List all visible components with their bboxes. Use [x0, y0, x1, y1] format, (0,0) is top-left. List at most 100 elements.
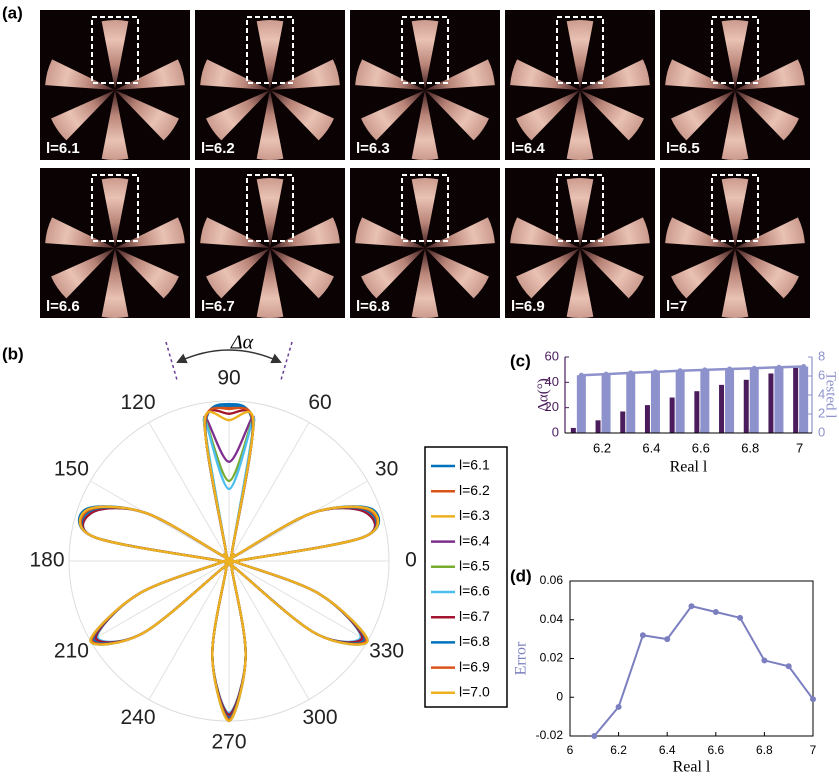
line-marker — [689, 603, 695, 609]
legend-label: l=6.4 — [459, 532, 490, 548]
grid-line — [149, 561, 229, 700]
line-marker — [752, 366, 757, 371]
y-axis-label: Error — [513, 641, 530, 675]
x-tick-label: 6.6 — [707, 743, 724, 757]
line-marker — [801, 364, 806, 369]
x-tick-label: 6.2 — [593, 440, 611, 455]
grid-line — [229, 481, 368, 561]
theta-tick-label: 210 — [54, 640, 89, 663]
line — [594, 606, 813, 736]
y-tick-label: -0.02 — [536, 728, 564, 742]
y-axis-label: Δα(°) — [535, 378, 551, 412]
legend-label: l=6.6 — [459, 583, 490, 599]
bar — [725, 369, 734, 433]
y2-tick-label: 8 — [818, 348, 825, 363]
x-tick-label: 6.6 — [692, 440, 710, 455]
bar — [620, 411, 625, 433]
bar — [651, 372, 660, 433]
bar — [596, 420, 601, 433]
bar — [694, 391, 699, 433]
line-marker — [737, 615, 743, 621]
line-marker — [604, 372, 609, 377]
image-tile: l=6.6 — [40, 168, 190, 318]
theta-tick-label: 120 — [120, 391, 155, 414]
y-tick-label: 60 — [545, 348, 559, 363]
image-label: l=6.8 — [356, 298, 390, 315]
bar — [750, 368, 759, 433]
legend-label: l=6.2 — [459, 482, 490, 498]
image-tile: l=6.7 — [195, 168, 345, 318]
image-tile: l=6.3 — [350, 10, 500, 160]
bar — [577, 375, 586, 433]
panel-label: (a) — [2, 3, 23, 22]
image-label: l=6.1 — [46, 140, 80, 157]
bar — [768, 373, 773, 433]
bar — [626, 373, 635, 433]
image-label: l=6.4 — [511, 140, 545, 157]
line-marker — [702, 367, 707, 372]
line-marker — [579, 373, 584, 378]
bar — [700, 370, 709, 433]
y-tick-label: 0 — [552, 424, 559, 439]
panel-label: (d) — [510, 566, 532, 585]
x-tick-label: 7 — [796, 440, 803, 455]
legend-label: l=6.3 — [459, 507, 490, 523]
line-marker — [616, 704, 622, 710]
x-tick-label: 6.4 — [659, 743, 676, 757]
x-tick-label: 7 — [810, 743, 817, 757]
image-label: l=7 — [666, 298, 687, 315]
image-label: l=6.3 — [356, 140, 390, 157]
legend-label: l=6.5 — [459, 558, 490, 574]
y-tick-label: 0.06 — [540, 573, 564, 587]
legend-label: l=6.8 — [459, 633, 490, 649]
bar — [799, 367, 808, 433]
y-tick-label: 0.04 — [540, 612, 564, 626]
image-tile: l=6.4 — [505, 10, 655, 160]
bar — [719, 385, 724, 433]
theta-tick-label: 60 — [308, 391, 331, 414]
theta-tick-label: 330 — [369, 640, 404, 663]
legend-label: l=6.7 — [459, 608, 490, 624]
x-tick-label: 6 — [567, 743, 574, 757]
bar — [670, 398, 675, 433]
x-tick-label: 6.8 — [741, 440, 759, 455]
image-tile: l=6.1 — [40, 10, 190, 160]
line-marker — [727, 366, 732, 371]
grid-line — [229, 561, 309, 700]
theta-tick-label: 150 — [54, 458, 89, 481]
line-marker — [653, 369, 658, 374]
image-tile: l=7 — [660, 168, 810, 318]
line-marker — [678, 368, 683, 373]
bar — [571, 428, 576, 433]
y2-axis-label: Tested l — [823, 372, 839, 419]
y-tick-label: 0 — [556, 689, 563, 703]
line-marker — [761, 657, 767, 663]
grid-line — [229, 561, 368, 641]
image-label: l=6.7 — [201, 298, 235, 315]
theta-tick-label: 270 — [211, 731, 246, 754]
theta-tick-label: 0 — [405, 549, 417, 572]
image-label: l=6.5 — [666, 140, 700, 157]
line-marker — [591, 733, 597, 739]
image-tile: l=6.9 — [505, 168, 655, 318]
theta-tick-label: 240 — [120, 706, 155, 729]
line-marker — [713, 609, 719, 615]
legend-label: l=6.1 — [459, 457, 490, 473]
theta-tick-label: 300 — [302, 706, 337, 729]
grid-line — [90, 481, 229, 561]
panel-label: (b) — [2, 344, 24, 363]
bar — [774, 367, 783, 433]
x-axis-label: Real l — [670, 459, 708, 476]
bar — [645, 405, 650, 433]
legend-label: l=6.9 — [459, 658, 490, 674]
theta-tick-label: 180 — [29, 549, 64, 572]
figure: (a) l=6.1 l=6.2 l=6.3 l=6.4 l=6.5 l=6.6 l=6.7 l=… — [0, 0, 839, 777]
line-marker — [640, 632, 646, 638]
line-marker — [664, 636, 670, 642]
annotation: Δα — [230, 332, 254, 354]
image-label: l=6.2 — [201, 140, 235, 157]
x-axis-label: Real l — [673, 759, 711, 776]
line-marker — [810, 696, 816, 702]
x-tick-label: 6.8 — [756, 743, 773, 757]
grid-line — [90, 561, 229, 641]
